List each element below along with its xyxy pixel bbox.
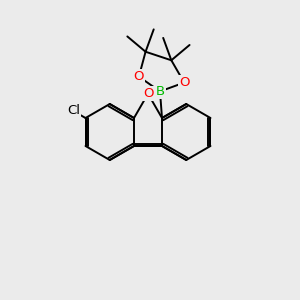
Text: O: O	[134, 70, 144, 83]
Text: B: B	[155, 85, 165, 98]
Text: O: O	[179, 76, 190, 89]
Text: O: O	[143, 87, 153, 100]
Text: Cl: Cl	[67, 104, 80, 118]
